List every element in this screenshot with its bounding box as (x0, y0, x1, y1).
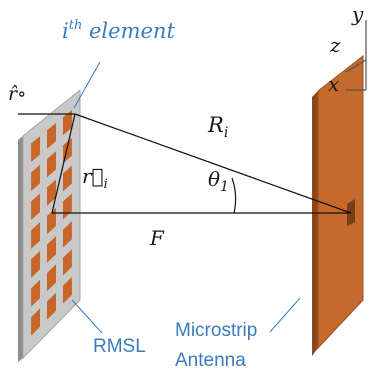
patch-element (47, 236, 56, 263)
patch-element (31, 164, 40, 191)
antenna-label-line1: Microstrip (175, 320, 257, 341)
element-leader-line (73, 61, 101, 109)
patch-element (47, 292, 56, 320)
element-label: ith element (62, 18, 175, 43)
patch-element (31, 308, 40, 336)
ri-distance-line (74, 113, 352, 214)
patch-element (47, 264, 56, 292)
patch-element (63, 165, 72, 192)
axis-indicator (345, 20, 367, 91)
patch-element (63, 276, 72, 304)
focal-distance-label: F (149, 226, 165, 250)
patch-element (63, 221, 72, 248)
patch-element (31, 136, 40, 162)
feed-vector-label: r̂∘ (8, 83, 26, 105)
y-axis-label: y (351, 2, 364, 26)
z-axis-label: z (329, 33, 341, 57)
patch-element (31, 222, 40, 249)
angle-label: θ1 (208, 167, 229, 195)
microstrip-antenna-panel (312, 54, 364, 356)
patch-element (31, 193, 40, 220)
reflector-panel-side (18, 136, 23, 362)
patch-element (63, 249, 72, 276)
patch-element (63, 110, 72, 136)
antenna-leader-line (269, 297, 301, 333)
leader-lines (71, 61, 301, 334)
antenna-panel-face (317, 54, 364, 350)
distance-label: Ri (207, 113, 228, 141)
geometry-lines (18, 113, 352, 214)
patch-element (31, 251, 40, 278)
position-vector-label: r⃗i (82, 164, 108, 192)
reflector-panel (18, 88, 81, 362)
patch-element (31, 279, 40, 307)
rmsl-label: RMSL (93, 336, 146, 357)
antenna-label-line2: Antenna (175, 350, 246, 371)
patch-element (47, 151, 56, 178)
patch-element (47, 123, 56, 149)
rmsl-leader-line (71, 299, 103, 334)
theta-arc (231, 177, 237, 214)
z-axis-line (345, 59, 367, 73)
patch-element (47, 207, 56, 235)
position-vector-line (51, 113, 76, 214)
x-axis-label: x (328, 72, 339, 96)
patch-element (47, 179, 56, 206)
antenna-panel-side (312, 91, 318, 356)
